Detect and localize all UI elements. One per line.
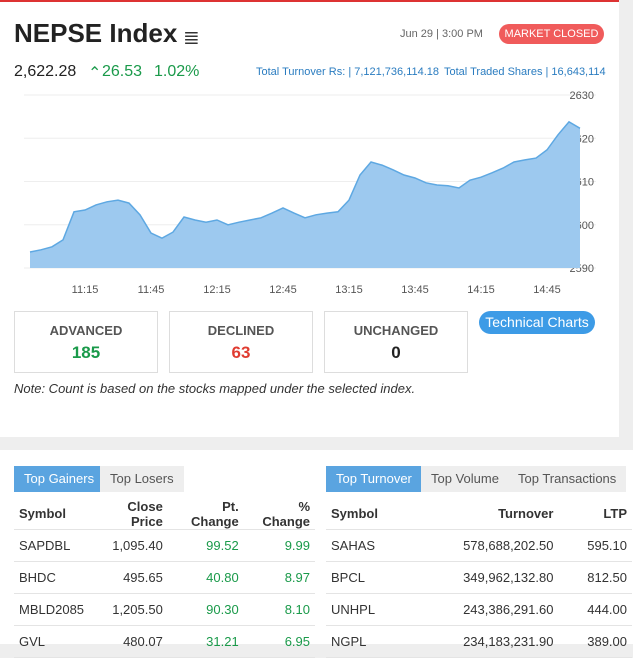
cell: SAHAS xyxy=(326,529,411,562)
cell: BPCL xyxy=(326,561,411,594)
cell: UNHPL xyxy=(326,593,411,626)
stat-value: 63 xyxy=(231,343,251,362)
area-fill xyxy=(30,121,580,268)
y-tick-label: 2630 xyxy=(570,90,594,102)
stat-value: 0 xyxy=(391,343,401,362)
column-header: Turnover xyxy=(410,498,559,530)
column-header: Symbol xyxy=(326,498,411,530)
cell: 8.97 xyxy=(243,561,315,594)
cell: 1,205.50 xyxy=(89,593,168,626)
column-header: LTP xyxy=(558,498,632,530)
market-status: MARKET CLOSED xyxy=(499,24,604,44)
cell: 243,386,291.60 xyxy=(410,593,559,626)
column-header: Symbol xyxy=(14,498,90,530)
tab[interactable]: Top Gainers xyxy=(14,466,105,492)
cell: 8.10 xyxy=(243,593,315,626)
cell: NGPL xyxy=(326,625,411,658)
technical-charts-button[interactable]: Technical Charts xyxy=(479,311,595,334)
row: BHDC 495.65 40.80 8.97 xyxy=(14,561,315,594)
stat-value: 185 xyxy=(71,343,101,362)
x-tick-label: 12:45 xyxy=(269,284,297,296)
turnover-table: Symbol Turnover LTP SAHAS 578,688,202.50 595.… xyxy=(326,498,632,658)
row: MBLD2085 1,205.50 90.30 8.10 xyxy=(14,593,315,626)
total-turnover: Total Turnover Rs: | 7,121,736,114.18 xyxy=(256,66,440,78)
x-tick-label: 11:15 xyxy=(72,284,99,296)
header-row: Symbol Close Price Pt. Change% Change xyxy=(14,498,315,530)
stat-label: DECLINED xyxy=(207,323,275,338)
cell: 578,688,202.50 xyxy=(410,529,559,562)
row: NGPL 234,183,231.90 389.00 xyxy=(326,625,632,658)
row: UNHPL 243,386,291.60 444.00 xyxy=(326,593,632,626)
stat-box: DECLINED 63 xyxy=(169,311,313,373)
area-line xyxy=(29,120,581,253)
cell: 90.30 xyxy=(167,593,244,626)
point-change: 26.53 xyxy=(102,63,143,80)
cell: 595.10 xyxy=(558,529,632,562)
stat-box: ADVANCED 185 xyxy=(14,311,158,373)
tab[interactable]: Top Volume xyxy=(421,466,509,492)
cell: 6.95 xyxy=(243,625,315,658)
cell: SAPDBL xyxy=(14,529,90,562)
x-tick-label: 13:15 xyxy=(335,284,363,296)
row: BPCL 349,962,132.80 812.50 xyxy=(326,561,632,594)
percent-change: 1.02% xyxy=(154,63,200,80)
menu-icon[interactable]: ≣ xyxy=(183,27,200,49)
datetime: Jun 29 | 3:00 PM xyxy=(400,28,483,40)
tab[interactable]: Top Transactions xyxy=(508,466,627,492)
row: SAHAS 578,688,202.50 595.10 xyxy=(326,529,632,562)
cell: 40.80 xyxy=(167,561,244,594)
stat-box: UNCHANGED 0 xyxy=(324,311,468,373)
row: SAPDBL 1,095.40 99.52 9.99 xyxy=(14,529,315,562)
column-header: % Change xyxy=(243,498,315,530)
tab[interactable]: Top Losers xyxy=(100,466,184,492)
tab[interactable]: Top Turnover xyxy=(326,466,422,492)
x-tick-label: 14:45 xyxy=(533,284,561,296)
note: Note: Count is based on the stocks mappe… xyxy=(14,381,416,396)
cell: 9.99 xyxy=(243,529,315,562)
cell: 812.50 xyxy=(558,561,632,594)
gainers-table: Symbol Close Price Pt. Change% Change SAPDB… xyxy=(14,498,315,658)
title: NEPSE Index xyxy=(14,18,178,48)
x-tick-label: 11:45 xyxy=(138,284,165,296)
cell: 31.21 xyxy=(167,625,244,658)
total-traded-shares: Total Traded Shares | 16,643,114 xyxy=(444,66,606,78)
column-header: Close Price xyxy=(89,498,168,530)
x-tick-label: 13:45 xyxy=(401,284,429,296)
up-arrow: ⌃ xyxy=(88,65,102,82)
cell: 480.07 xyxy=(89,625,168,658)
cell: 99.52 xyxy=(167,529,244,562)
stat-label: UNCHANGED xyxy=(353,323,439,338)
x-tick-label: 12:15 xyxy=(203,284,231,296)
column-header: Pt. Change xyxy=(167,498,244,530)
cell: 1,095.40 xyxy=(89,529,168,562)
x-tick-label: 14:15 xyxy=(467,284,495,296)
cell: 444.00 xyxy=(558,593,632,626)
cell: GVL xyxy=(14,625,90,658)
stat-label: ADVANCED xyxy=(49,323,123,338)
cell: MBLD2085 xyxy=(14,593,90,626)
cell: 234,183,231.90 xyxy=(410,625,559,658)
cell: 389.00 xyxy=(558,625,632,658)
cell: 495.65 xyxy=(89,561,168,594)
cell: 349,962,132.80 xyxy=(410,561,559,594)
header-row: Symbol Turnover LTP xyxy=(326,498,632,530)
index-value: 2,622.28 xyxy=(14,63,77,80)
cell: BHDC xyxy=(14,561,90,594)
row: GVL 480.07 31.21 6.95 xyxy=(14,625,315,658)
